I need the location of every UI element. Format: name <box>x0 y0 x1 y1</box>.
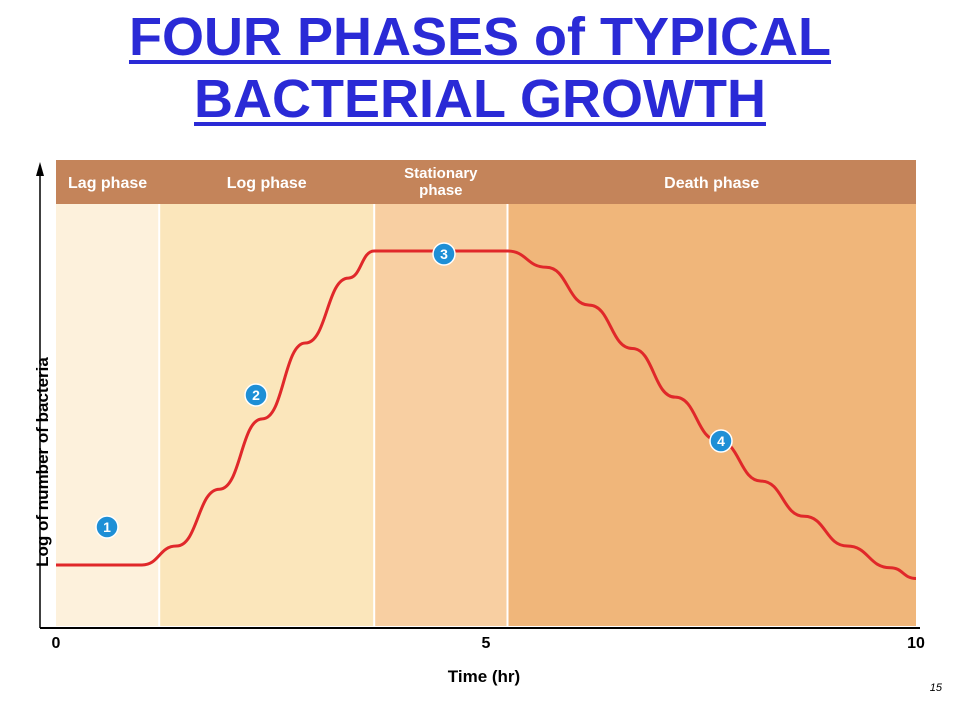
badge-number: 4 <box>717 433 725 449</box>
phase-header-label: Log phase <box>227 175 307 192</box>
phase-band <box>159 204 375 626</box>
phase-band <box>374 204 508 626</box>
x-axis-label: Time (hr) <box>448 667 520 686</box>
slide-number: 15 <box>929 682 942 694</box>
x-tick-label: 10 <box>907 635 925 652</box>
badge-circle <box>432 242 456 266</box>
phase-headers: Lag phase Log phase Stationary phase Death p… <box>56 160 916 204</box>
x-tick-label: 0 <box>52 635 61 652</box>
slide-title: FOUR PHASES of TYPICAL BACTERIAL GROWTH <box>0 6 960 130</box>
phase-header-line: phase <box>419 182 462 199</box>
chart-axes <box>36 162 920 629</box>
phase-band <box>507 204 916 626</box>
title-line-1: FOUR PHASES of TYPICAL <box>128 7 832 67</box>
phase-marker-badge: 1 <box>95 515 119 539</box>
header-band <box>56 160 916 204</box>
badge-circle <box>709 429 733 453</box>
phase-marker-badge: 3 <box>432 242 456 266</box>
x-tick-labels: 0 5 10 <box>52 635 925 652</box>
phase-markers: 1 2 3 4 <box>95 242 733 539</box>
phase-header-label: Death phase <box>664 175 759 192</box>
y-axis-label: Log of number of bacteria <box>33 357 52 567</box>
phase-marker-badge: 4 <box>709 429 733 453</box>
badge-number: 3 <box>440 246 448 262</box>
badge-circle <box>95 515 119 539</box>
badge-number: 2 <box>252 387 260 403</box>
badge-circle <box>244 383 268 407</box>
phase-header-line: Stationary <box>404 165 478 182</box>
x-tick-label: 5 <box>482 635 491 652</box>
phase-header-label: Stationary phase <box>404 165 478 199</box>
growth-curve <box>55 249 917 581</box>
phase-header-label: Lag phase <box>68 175 147 192</box>
phase-marker-badge: 2 <box>244 383 268 407</box>
phase-bands <box>56 160 916 626</box>
phase-band <box>56 204 160 626</box>
title-line-2: BACTERIAL GROWTH <box>194 69 766 129</box>
y-axis-arrow-icon <box>36 162 44 176</box>
badge-number: 1 <box>103 519 111 535</box>
